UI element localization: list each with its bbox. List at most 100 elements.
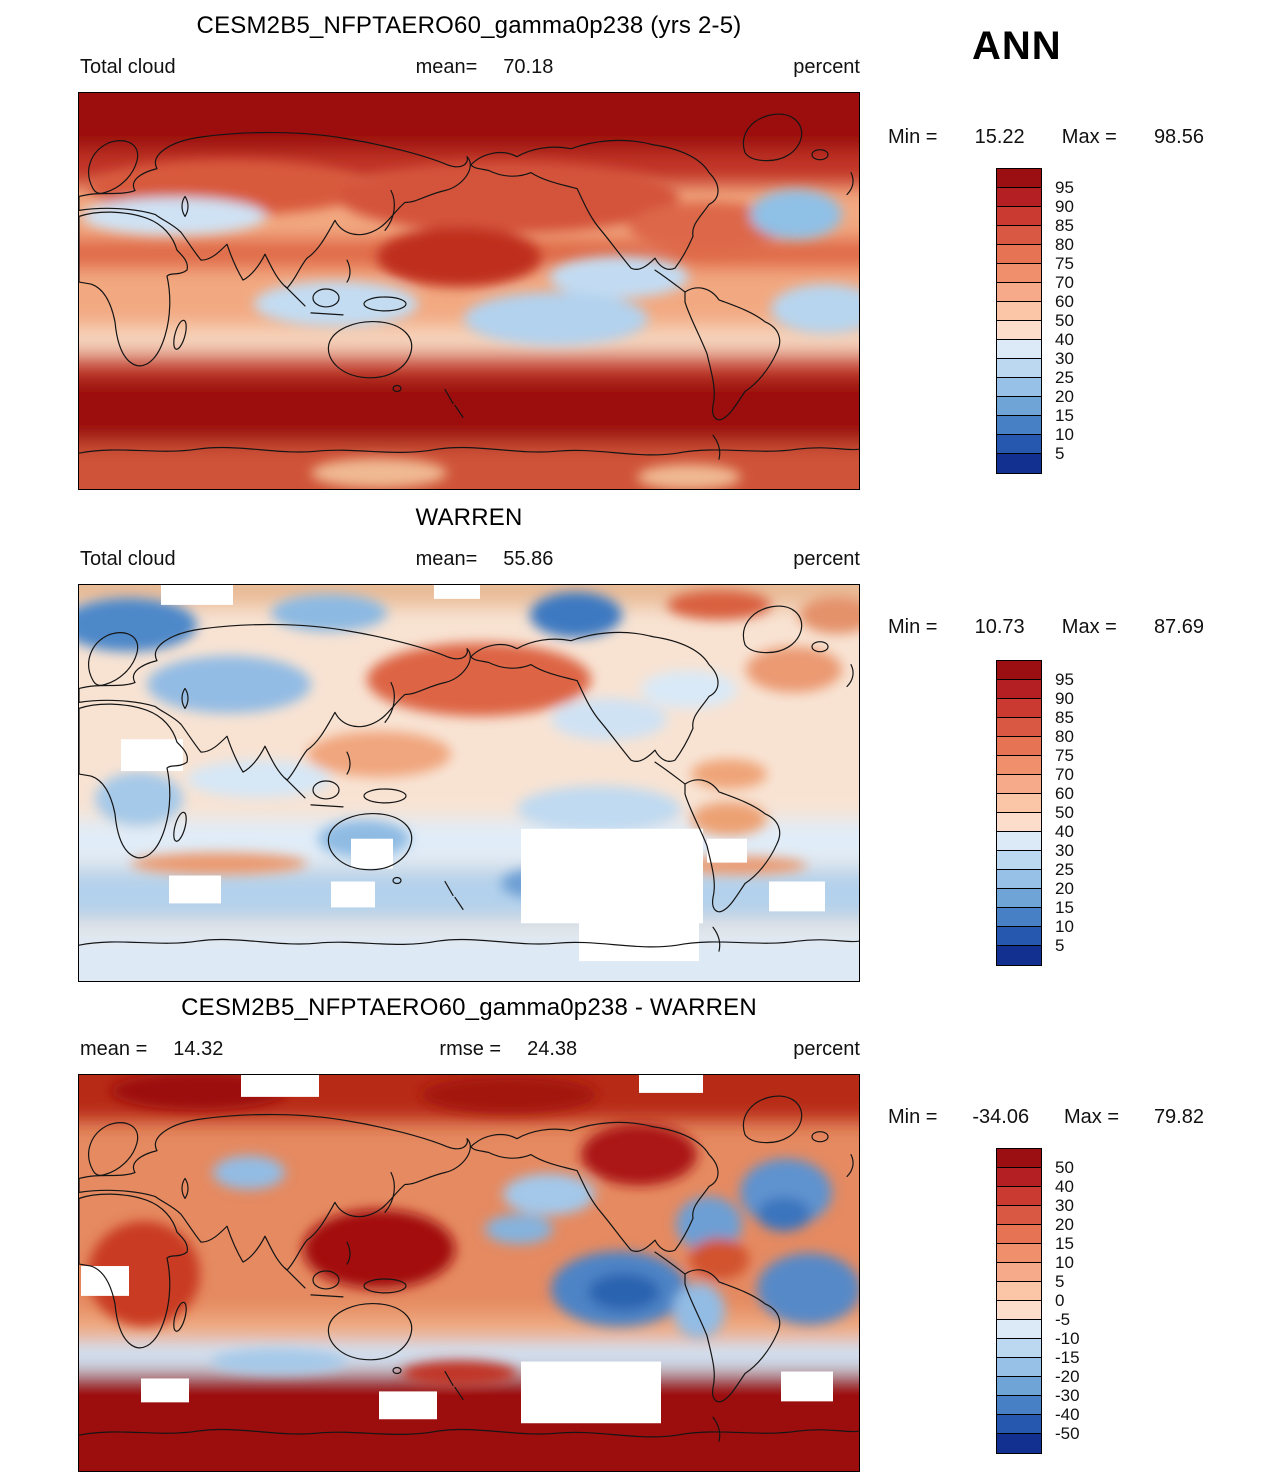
colorbar-tick-label: 75 — [1055, 254, 1074, 273]
colorbar-model: 95 90 85 80 75 70 60 50 40 30 25 20 15 10 5 — [996, 168, 1074, 474]
colorbar-tick-label: 70 — [1055, 273, 1074, 292]
units-label: percent — [793, 548, 860, 570]
colorbar-cell — [997, 169, 1041, 188]
units-label: percent — [793, 56, 860, 78]
map-model-svg — [79, 93, 859, 489]
colorbar-tick-label: 80 — [1055, 727, 1074, 746]
map-obs — [78, 584, 860, 982]
colorbar-cell — [997, 207, 1041, 226]
units-label: percent — [793, 1038, 860, 1060]
colorbar-tick-label: -20 — [1055, 1367, 1080, 1386]
mean-value: 14.32 — [173, 1038, 224, 1060]
colorbar-tick-label: -15 — [1055, 1348, 1080, 1367]
colorbar-tick-label: 90 — [1055, 689, 1074, 708]
colorbar-tick-label: 10 — [1055, 1253, 1074, 1272]
rmse-label: rmse = — [439, 1038, 502, 1060]
colorbar-tick-label: 30 — [1055, 349, 1074, 368]
minmax-row-obs: Min = 10.73 Max = 87.69 — [888, 616, 1204, 639]
colorbar-cell — [997, 397, 1041, 416]
map-obs-svg — [79, 585, 859, 981]
colorbar-cell — [997, 1263, 1041, 1282]
colorbar-tick-label: 50 — [1055, 1158, 1074, 1177]
panel-title-obs: WARREN — [415, 504, 523, 531]
mean-label: mean= — [415, 548, 478, 570]
colorbar-cell — [997, 1206, 1041, 1225]
rmse-value: 24.38 — [527, 1038, 578, 1060]
colorbar-tick-label: -30 — [1055, 1386, 1080, 1405]
colorbar-cell — [997, 1415, 1041, 1434]
colorbar-tick-label: 40 — [1055, 822, 1074, 841]
min-label: Min = — [888, 616, 938, 638]
colorbar-tick-label: 40 — [1055, 330, 1074, 349]
colorbar-cell — [997, 359, 1041, 378]
colorbar-cell — [997, 1225, 1041, 1244]
colorbar-tick-label: 5 — [1055, 444, 1065, 463]
colorbar-cell — [997, 927, 1041, 946]
colorbar-cell — [997, 1377, 1041, 1396]
colorbar-tick-label: 15 — [1055, 1234, 1074, 1253]
colorbar-cell — [997, 1149, 1041, 1168]
max-label: Max = — [1064, 1106, 1120, 1128]
colorbar-cell — [997, 1244, 1041, 1263]
colorbar-cell — [997, 1282, 1041, 1301]
colorbar-tick-label: 25 — [1055, 860, 1074, 879]
colorbar-tick-label: 85 — [1055, 216, 1074, 235]
panel-title-model: CESM2B5_NFPTAERO60_gamma0p238 (yrs 2-5) — [196, 12, 742, 39]
colorbar-cell — [997, 794, 1041, 813]
colorbar-cell — [997, 378, 1041, 397]
map-model — [78, 92, 860, 490]
colorbar-tick-label: 10 — [1055, 425, 1074, 444]
rmse-stat: rmse = 24.38 — [439, 1038, 577, 1061]
colorbar-tick-label: 10 — [1055, 917, 1074, 936]
panel-title-diff: CESM2B5_NFPTAERO60_gamma0p238 - WARREN — [181, 994, 757, 1021]
colorbar-tick-label: 0 — [1055, 1291, 1065, 1310]
colorbar-cell — [997, 718, 1041, 737]
colorbar-tick-label: 75 — [1055, 746, 1074, 765]
variable-label: Total cloud — [80, 548, 176, 570]
colorbar-tick-label: 90 — [1055, 197, 1074, 216]
colorbar-cell — [997, 832, 1041, 851]
mean-stat: mean= 70.18 — [416, 56, 554, 79]
colorbar-cell — [997, 245, 1041, 264]
colorbar-cell — [997, 908, 1041, 927]
colorbar-cell — [997, 454, 1041, 473]
max-label: Max = — [1061, 126, 1117, 148]
stats-row-model: Total cloud mean= 70.18 percent — [80, 56, 860, 79]
contour-patches — [82, 159, 859, 489]
colorbar-cell — [997, 321, 1041, 340]
max-value: 87.69 — [1153, 616, 1204, 638]
colorbar-cell — [997, 661, 1041, 680]
colorbar-tick-label: 30 — [1055, 841, 1074, 860]
mean-stat: mean = 14.32 — [80, 1038, 223, 1061]
colorbar-cell — [997, 1434, 1041, 1453]
season-label: ANN — [972, 24, 1062, 68]
colorbar-tick-label: -40 — [1055, 1405, 1080, 1424]
colorbar-tick-label: 60 — [1055, 292, 1074, 311]
colorbar-tick-label: 50 — [1055, 803, 1074, 822]
colorbar-cell — [997, 226, 1041, 245]
colorbar-cell — [997, 1301, 1041, 1320]
max-value: 79.82 — [1153, 1106, 1204, 1128]
colorbar-tick-label: 95 — [1055, 670, 1074, 689]
contour-patches — [88, 1075, 859, 1387]
colorbar-tick-label: 85 — [1055, 708, 1074, 727]
colorbar-cell — [997, 775, 1041, 794]
colorbar-tick-label: 25 — [1055, 368, 1074, 387]
colorbar-cell — [997, 851, 1041, 870]
colorbar-tick-label: 20 — [1055, 387, 1074, 406]
colorbar-cell — [997, 188, 1041, 207]
colorbar-tick-label: 60 — [1055, 784, 1074, 803]
colorbar-tick-label: 40 — [1055, 1177, 1074, 1196]
colorbar-cell — [997, 699, 1041, 718]
colorbar-cell — [997, 737, 1041, 756]
minmax-row-diff: Min = -34.06 Max = 79.82 — [888, 1106, 1204, 1129]
min-label: Min = — [888, 1106, 938, 1128]
colorbar-cell — [997, 302, 1041, 321]
colorbar-cell — [997, 416, 1041, 435]
colorbar-cell — [997, 1358, 1041, 1377]
min-value: -34.06 — [972, 1106, 1030, 1128]
minmax-row-model: Min = 15.22 Max = 98.56 — [888, 126, 1204, 149]
stats-row-obs: Total cloud mean= 55.86 percent — [80, 548, 860, 571]
stats-row-diff: mean = 14.32 rmse = 24.38 percent — [80, 1038, 860, 1061]
mean-stat: mean= 55.86 — [416, 548, 554, 571]
